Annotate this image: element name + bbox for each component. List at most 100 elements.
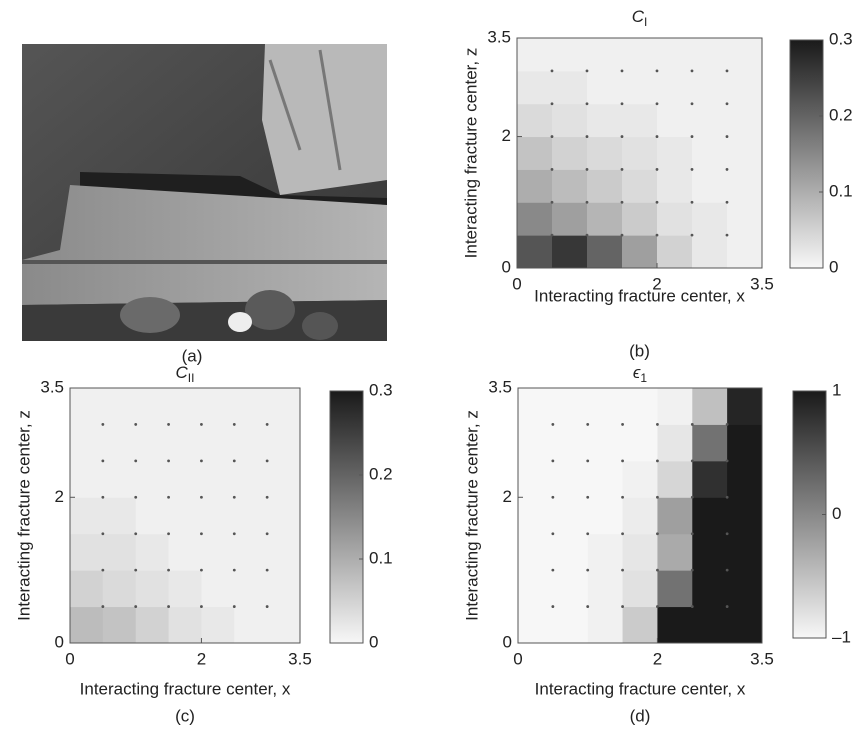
heatmap-cell [136,570,169,607]
heatmap-cell [267,534,300,571]
heatmap-cell [622,137,658,170]
sample-point [726,532,729,535]
sample-point [621,69,624,72]
heatmap-cell [692,71,728,104]
heatmap-cell [517,235,553,268]
sample-point [266,569,269,572]
heatmap-cell [692,137,728,170]
heatmap-cell [103,461,136,498]
sample-point [586,69,589,72]
heatmap-cell [587,104,623,137]
sample-point [551,168,554,171]
heatmap-cell [169,388,202,425]
sample-point [586,234,589,237]
sample-point [134,569,137,572]
sample-point [726,69,729,72]
heatmap-cell [587,71,623,104]
heatmap-cell [169,607,202,644]
heatmap-cell [622,104,658,137]
heatmap-cell [727,169,763,202]
sample-point [691,569,694,572]
sample-point [101,532,104,535]
sample-point [586,532,589,535]
sample-point [691,605,694,608]
heatmap-cell [518,424,553,461]
heatmap-cell [552,104,588,137]
heatmap-cell [692,104,728,137]
heatmap-cell [136,497,169,534]
heatmap-cell [70,607,103,644]
y-tick-label: 3.5 [40,377,64,396]
sample-point [691,459,694,462]
y-tick-label: 0 [55,632,64,651]
heatmap-cell [169,424,202,461]
chart-title: CI [632,7,648,29]
sample-point [551,69,554,72]
sample-point [621,569,624,572]
heatmap-cell [517,169,553,202]
heatmap-cell [136,424,169,461]
title-main: C [632,7,645,26]
heatmap-cell [727,461,762,498]
sample-point [691,423,694,426]
heatmap-cell [553,461,588,498]
heatmap-cell [553,570,588,607]
heatmap-cell [234,424,267,461]
colorbar-tick-label: 0.3 [829,29,853,48]
heatmap-cell [727,202,763,235]
heatmap-cell [657,607,692,644]
heatmap-cell [657,534,692,571]
x-tick-label: 0 [513,649,522,668]
colorbar-tick-label: 0 [832,504,841,523]
x-tick-label: 0 [512,274,521,293]
heatmap-cell [692,169,728,202]
heatmap-cell [623,607,658,644]
heatmap-cell [553,534,588,571]
sample-point [551,459,554,462]
sample-point [101,423,104,426]
sample-point [621,201,624,204]
heatmap-cell [103,424,136,461]
sample-point [266,459,269,462]
sample-point [101,569,104,572]
sample-point [621,168,624,171]
heatmap-cell [692,202,728,235]
sample-point [621,496,624,499]
heatmap-cell [201,388,234,425]
heatmap-cell [518,534,553,571]
sample-point [233,532,236,535]
heatmap-cell [727,104,763,137]
sample-point [691,201,694,204]
heatmap-cell [70,461,103,498]
y-tick-label: 0 [502,257,511,276]
heatmap-cell [552,71,588,104]
heatmap-cell [727,607,762,644]
sample-point [200,459,203,462]
sample-point [200,423,203,426]
x-axis-label: Interacting fracture center, x [534,286,745,305]
heatmap-cell [587,169,623,202]
y-tick-label: 3.5 [487,27,511,46]
x-tick-label: 3.5 [288,649,312,668]
heatmap-cell [587,38,623,71]
sample-point [551,423,554,426]
sample-point [101,605,104,608]
heatmap-cell [103,607,136,644]
sample-point [691,532,694,535]
heatmap-cell [692,235,728,268]
heatmap-cell [623,461,658,498]
colorbar-tick-label: 0 [829,257,838,276]
colorbar-tick-label: –1 [832,627,851,646]
heatmap-cell [623,497,658,534]
heatmap-cell [727,235,763,268]
sample-point [167,532,170,535]
panel-caption: (b) [629,341,650,360]
sample-point [726,423,729,426]
y-tick-label: 0 [503,632,512,651]
heatmap-cell [234,534,267,571]
heatmap-cell [267,388,300,425]
heatmap-cell [201,497,234,534]
heatmap-cell [70,388,103,425]
heatmap-cell [201,570,234,607]
sample-point [656,201,659,204]
